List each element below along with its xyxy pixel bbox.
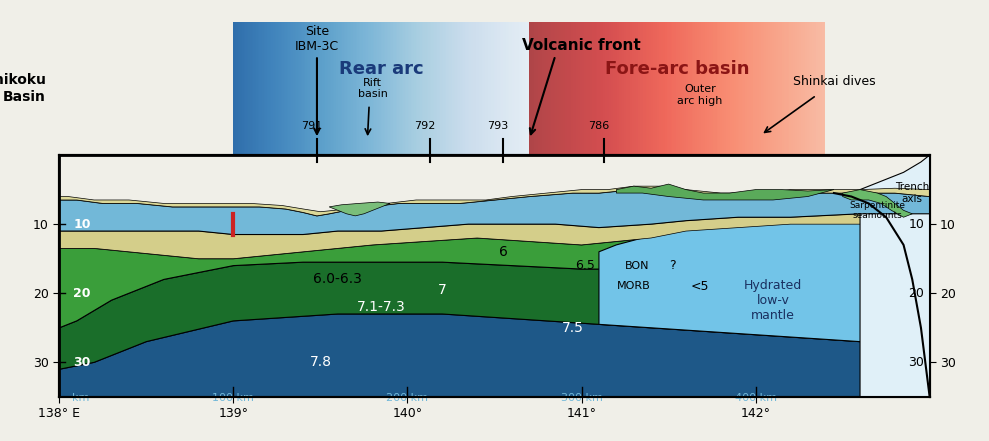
Text: Rear arc: Rear arc	[339, 60, 423, 78]
Text: 786: 786	[588, 121, 609, 131]
Text: Trench
axis: Trench axis	[895, 182, 930, 204]
Text: Fore-arc basin: Fore-arc basin	[605, 60, 750, 78]
Text: Hydrated
low-v
mantle: Hydrated low-v mantle	[744, 279, 802, 321]
Text: ?: ?	[669, 259, 675, 272]
Polygon shape	[860, 155, 930, 397]
Polygon shape	[59, 190, 930, 235]
Text: 10: 10	[909, 218, 925, 231]
Polygon shape	[59, 314, 930, 397]
Polygon shape	[59, 224, 930, 328]
Text: <5: <5	[690, 280, 709, 293]
Text: 100 km: 100 km	[213, 393, 254, 404]
Text: 7.5: 7.5	[562, 321, 584, 335]
Text: 20: 20	[73, 287, 91, 300]
Text: 6.0-6.3: 6.0-6.3	[314, 273, 362, 287]
Text: Sarpentinite
seamounts: Sarpentinite seamounts	[850, 201, 906, 220]
Polygon shape	[59, 262, 930, 369]
Text: km: km	[71, 393, 89, 404]
Text: Volcanic front: Volcanic front	[522, 38, 641, 53]
Text: 791: 791	[301, 121, 322, 131]
Text: 7: 7	[438, 283, 447, 297]
Text: 30: 30	[909, 356, 925, 369]
Polygon shape	[59, 186, 930, 216]
Text: Outer
arc high: Outer arc high	[677, 84, 723, 106]
Text: 6.5: 6.5	[575, 259, 595, 272]
Text: Shinkai dives: Shinkai dives	[792, 75, 875, 88]
Text: 10: 10	[73, 218, 91, 231]
Text: 792: 792	[414, 121, 435, 131]
Polygon shape	[329, 202, 390, 216]
Text: 7.1-7.3: 7.1-7.3	[357, 300, 405, 314]
Text: 20: 20	[909, 287, 925, 300]
Text: 300 km: 300 km	[561, 393, 602, 404]
Text: 200 km: 200 km	[387, 393, 428, 404]
Text: 793: 793	[488, 121, 508, 131]
Text: Rift
basin: Rift basin	[358, 78, 388, 99]
Text: MORB: MORB	[617, 281, 651, 292]
Text: Site
IBM-3C: Site IBM-3C	[295, 25, 339, 53]
Polygon shape	[59, 214, 930, 259]
Text: 6: 6	[498, 245, 507, 259]
Polygon shape	[843, 190, 912, 217]
Text: 400 km: 400 km	[735, 393, 776, 404]
Text: Shikoku
Basin: Shikoku Basin	[0, 74, 45, 104]
Text: 7.8: 7.8	[310, 355, 331, 370]
Text: 30: 30	[73, 356, 91, 369]
Polygon shape	[616, 184, 834, 200]
Polygon shape	[599, 220, 930, 348]
Text: BON: BON	[625, 261, 650, 271]
